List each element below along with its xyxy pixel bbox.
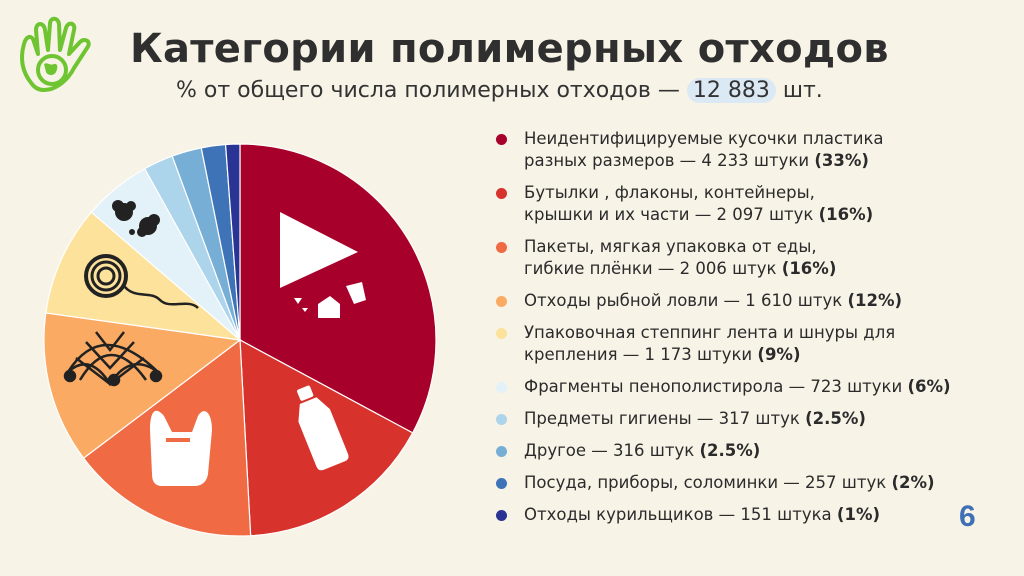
legend-bullet (496, 328, 507, 339)
legend-bullet (496, 414, 507, 425)
pie-chart (43, 143, 437, 537)
legend-item: Фрагменты пенополистирола — 723 штуки (6… (494, 376, 974, 398)
legend-text-line1: Отходы рыбной ловли — 1 610 штук (524, 291, 848, 310)
legend-text-line2: гибкие плёнки — 2 006 штук (524, 259, 782, 278)
page-subtitle: % от общего числа полимерных отходов — 1… (176, 78, 823, 103)
plastic-fragment-icon (280, 212, 366, 318)
legend-bullet (496, 478, 507, 489)
subtitle-prefix: % от общего числа полимерных отходов — (176, 78, 687, 103)
legend-bullet (496, 446, 507, 457)
page-number: 6 (959, 500, 976, 533)
legend-item: Отходы курильщиков — 151 штука (1%) (494, 504, 974, 526)
legend-bullet (496, 188, 507, 199)
legend-bullet (496, 382, 507, 393)
legend-item: Отходы рыбной ловли — 1 610 штук (12%) (494, 290, 974, 312)
fishing-net-icon (63, 331, 163, 387)
legend-text-line1: Фрагменты пенополистирола — 723 штуки (524, 377, 908, 396)
legend-text-line1: Упаковочная степпинг лента и шнуры для (524, 323, 896, 342)
legend-text-line1: Отходы курильщиков — 151 штука (524, 505, 837, 524)
legend-percent: (16%) (818, 205, 874, 224)
legend-percent: (6%) (907, 377, 951, 396)
foam-fragments-icon (112, 200, 160, 237)
legend-text-line1: Другое — 316 штук (524, 441, 700, 460)
legend-bullet (496, 134, 507, 145)
legend-text-line2: крепления — 1 173 штуки (524, 345, 758, 364)
legend-bullet (496, 510, 507, 521)
legend-text-line2: крышки и их части — 2 097 штук (524, 205, 819, 224)
legend-percent: (2.5%) (805, 409, 866, 428)
pie-slice-1 (239, 143, 437, 434)
bottle-icon (297, 385, 349, 471)
total-count: 12 883 (686, 78, 776, 103)
legend-text-line1: Предметы гигиены — 317 штук (524, 409, 806, 428)
hand-globe-logo (20, 16, 91, 92)
legend-text-line1: Бутылки , флаконы, контейнеры, (524, 183, 815, 202)
legend-item: Бутылки , флаконы, контейнеры, крышки и и… (494, 182, 974, 226)
legend-percent: (12%) (847, 291, 903, 310)
pie-icons (63, 200, 366, 486)
legend-text-line2: разных размеров — 4 233 штуки (524, 151, 815, 170)
legend-percent: (1%) (836, 505, 881, 524)
legend-percent: (9%) (757, 345, 801, 364)
legend-bullet (496, 242, 507, 253)
strapping-coil-icon (84, 254, 199, 310)
legend-item: Неидентифицируемые кусочки пластика разны… (494, 128, 974, 172)
legend-percent: (2%) (891, 473, 935, 492)
plastic-bag-icon (150, 410, 212, 486)
legend-item: Предметы гигиены — 317 штук (2.5%) (494, 408, 974, 430)
legend-item: Пакеты, мягкая упаковка от еды, гибкие пл… (494, 236, 974, 280)
legend-percent: (33%) (814, 151, 869, 170)
legend-item: Посуда, приборы, соломинки — 257 штук (2… (494, 472, 974, 494)
legend-bullet (496, 296, 507, 307)
legend-item: Упаковочная степпинг лента и шнуры для кр… (494, 322, 974, 366)
legend-percent: (16%) (781, 259, 837, 278)
legend-percent: (2.5%) (699, 441, 761, 460)
legend-text-line1: Неидентифицируемые кусочки пластика (524, 129, 884, 148)
subtitle-suffix: шт. (775, 78, 823, 103)
legend-text-line1: Пакеты, мягкая упаковка от еды, (524, 237, 817, 256)
pie-slice-10 (224, 143, 241, 341)
legend-item: Другое — 316 штук (2.5%) (494, 440, 974, 462)
chart-legend: Неидентифицируемые кусочки пластика разны… (494, 128, 974, 536)
pie-slice-5 (45, 211, 242, 341)
page-title: Категории полимерных отходов (130, 26, 889, 72)
legend-text-line1: Посуда, приборы, соломинки — 257 штук (524, 473, 892, 492)
